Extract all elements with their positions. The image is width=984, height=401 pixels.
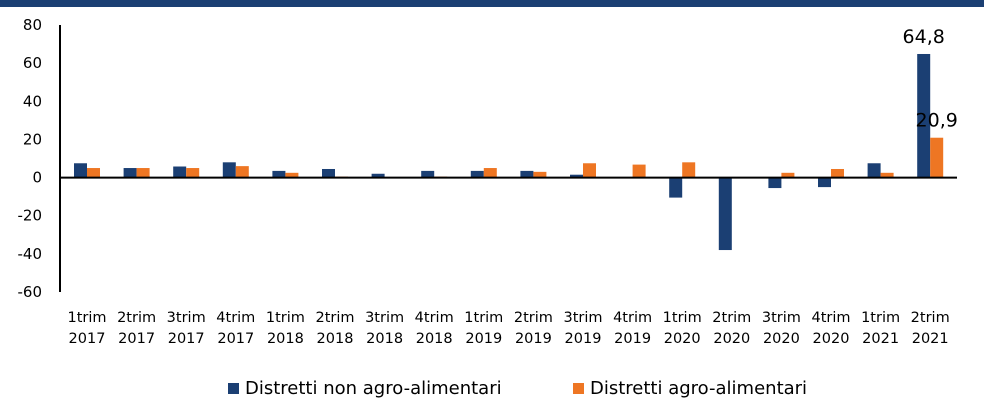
bar-agro	[87, 168, 100, 178]
bar-agro	[533, 171, 547, 178]
x-tick-label: 4trim 2018	[415, 310, 454, 347]
top-band	[0, 0, 984, 7]
bar-non-agro	[173, 166, 187, 178]
bar-non-agro	[123, 168, 137, 178]
x-axis-labels: 1trim 2017 2trim 2017 3trim 2017 4trim 2017 1tri…	[67, 310, 949, 347]
bar-non-agro	[867, 163, 881, 178]
bar-non-agro	[222, 162, 236, 178]
bar-agro	[930, 137, 944, 178]
bar-agro	[186, 168, 200, 178]
x-tick-label: 2trim 2017	[117, 310, 156, 347]
x-tick-label: 1trim 2017	[67, 310, 106, 347]
bar-agro	[632, 164, 646, 178]
bar-agro	[583, 163, 596, 178]
legend-label-non-agro: Distretti non agro-alimentari	[245, 378, 502, 399]
y-axis-ticks: 80 60 40 20 0 -20 -40 -60	[18, 16, 43, 301]
bar-non-agro	[272, 170, 286, 178]
x-tick-label: 1trim 2021	[861, 310, 900, 347]
bar-non-agro	[470, 170, 484, 178]
bar-agro	[483, 168, 497, 178]
legend-label-agro: Distretti agro-alimentari	[590, 378, 808, 399]
y-tick-label: 0	[32, 169, 42, 187]
bar-agro	[781, 172, 795, 178]
bar-non-agro	[520, 170, 534, 178]
x-tick-label: 3trim 2018	[365, 310, 404, 347]
y-tick-label: -40	[18, 245, 43, 263]
x-tick-label: 3trim 2017	[167, 310, 206, 347]
bar-agro	[136, 168, 150, 178]
bar-non-agro	[74, 163, 87, 178]
bar-non-agro	[371, 173, 385, 178]
bar-agro	[880, 172, 894, 178]
legend-swatch-non-agro	[228, 383, 239, 394]
bar-non-agro	[421, 170, 435, 178]
bar-non-agro	[570, 174, 583, 178]
bars	[74, 53, 944, 251]
bar-agro	[235, 166, 249, 178]
bar-agro	[682, 162, 696, 178]
y-tick-label: 40	[23, 92, 42, 110]
data-label: 20,9	[916, 110, 958, 132]
x-tick-label: 1trim 2018	[266, 310, 305, 347]
x-tick-label: 4trim 2017	[216, 310, 255, 347]
legend-swatch-agro	[573, 383, 584, 394]
y-tick-label: 20	[23, 130, 42, 148]
bar-non-agro	[322, 168, 335, 178]
x-tick-label: 4trim 2019	[613, 310, 652, 347]
bar-agro	[285, 172, 299, 178]
bar-non-agro	[818, 177, 831, 188]
y-tick-label: -20	[18, 207, 43, 225]
x-tick-label: 2trim 2018	[315, 310, 354, 347]
x-tick-label: 1trim 2020	[663, 310, 702, 347]
y-tick-label: -60	[18, 283, 43, 301]
y-tick-label: 60	[23, 54, 42, 72]
bar-non-agro	[669, 177, 683, 198]
x-tick-label: 2trim 2019	[514, 310, 553, 347]
x-tick-label: 2trim 2021	[911, 310, 950, 347]
x-tick-label: 4trim 2020	[811, 310, 850, 347]
bar-non-agro	[718, 177, 732, 251]
bar-non-agro	[768, 177, 782, 189]
x-tick-label: 2trim 2020	[712, 310, 751, 347]
legend-item-non-agro: Distretti non agro-alimentari	[228, 376, 502, 401]
bar-agro	[831, 168, 844, 178]
x-tick-label: 3trim 2019	[563, 310, 602, 347]
data-labels: 64,8 20,9	[903, 26, 958, 132]
bar-non-agro	[917, 53, 931, 178]
y-tick-label: 80	[23, 16, 42, 34]
legend: Distretti non agro-alimentari Distretti …	[0, 376, 984, 401]
bar-chart: 80 60 40 20 0 -20 -40 -60 1trim 2017 2trim 2017 3tr…	[18, 16, 958, 347]
x-tick-label: 3trim 2020	[762, 310, 801, 347]
x-tick-label: 1trim 2019	[464, 310, 503, 347]
legend-item-agro: Distretti agro-alimentari	[573, 376, 807, 401]
data-label: 64,8	[903, 26, 945, 48]
